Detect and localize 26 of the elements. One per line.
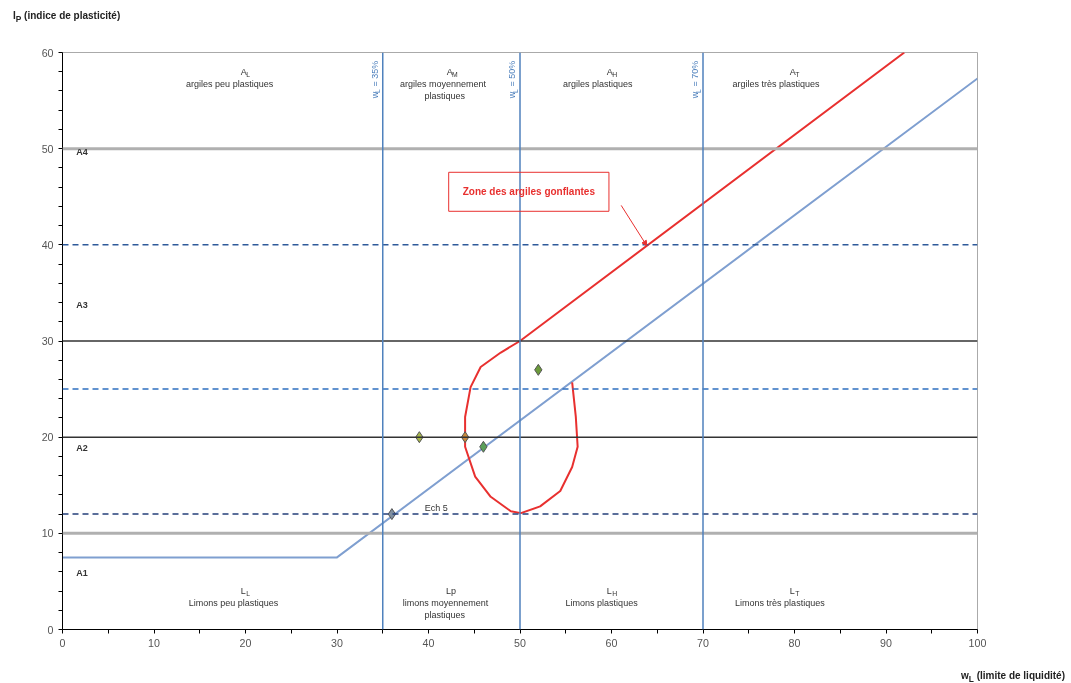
y-tick-label: 10 [41,527,54,540]
x-tick-label: 70 [697,636,709,649]
y-tick-label: 50 [41,142,54,155]
y-tick-label: 0 [47,623,54,636]
y-tick-label: 40 [41,238,54,251]
annotation: A3 [76,300,88,311]
annotation: Ech 5 [424,503,448,514]
annotation: A1 [76,567,88,578]
annotation: A2 [76,442,88,453]
x-tick-label: 50 [514,636,526,649]
y-axis-title: I$_{P}$ (indice de plasticité) [13,9,121,26]
annotation: Lp limons moyennement plastiques [402,585,489,621]
x-tick-label: 30 [331,636,343,649]
y-tick-label: 20 [41,431,54,444]
x-tick-label: 20 [239,636,252,649]
x-tick-label: 60 [605,636,618,649]
x-tick-label: 100 [968,636,987,649]
x-tick-label: 80 [788,636,801,649]
x-tick-label: 10 [148,636,160,649]
y-tick-label: 30 [41,335,54,347]
y-tick-label: 60 [41,46,54,59]
annotation: A4 [76,147,88,158]
x-tick-label: 0 [59,636,66,649]
x-tick-label: 90 [880,636,892,649]
x-tick-label: 40 [422,636,435,649]
x-axis-title: w$_{L}$ (limite de liquidité) [961,669,1065,683]
